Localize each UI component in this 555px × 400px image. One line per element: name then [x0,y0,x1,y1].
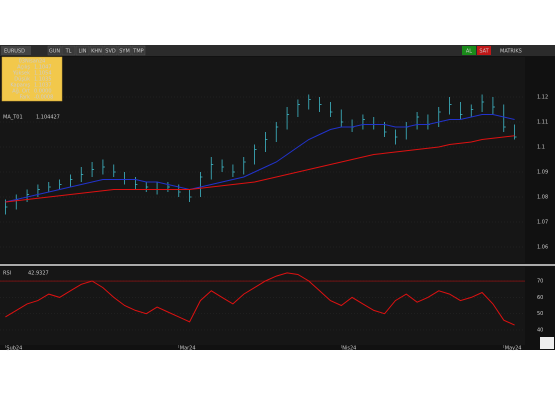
indicator-label: MA_T01 [3,115,23,121]
price-panel [0,57,525,263]
y-tick-label: 1.07 [537,220,548,226]
toolbar-button[interactable] [131,45,146,56]
indicator-label: RSI [3,271,11,277]
info-label: Kapanış [10,83,30,89]
symbol: EURUSD [4,49,25,55]
y-tick-label: 1.06 [537,245,548,251]
toolbar-button[interactable] [47,45,62,56]
y-tick-label: 40 [537,327,543,333]
toolbar [0,45,555,56]
toolbar-button[interactable] [75,45,90,56]
info-box [1,56,63,102]
y-tick-label: 50 [537,311,543,317]
toolbar-button-label: SYM [119,49,130,55]
brand: MATRIKS [500,49,522,55]
indicator-value: 1.104427 [36,115,60,121]
buy-label: AL [466,49,472,55]
info-value: 1.1054 [34,71,52,77]
toolbar-button-label: TMP [132,49,143,55]
symbol-box[interactable] [1,46,31,55]
sell-button[interactable] [477,46,491,55]
info-value: 1.1047 [34,65,52,71]
info-label: Fark [20,95,31,101]
toolbar-button[interactable] [61,45,76,56]
y-tick-label: 1.12 [537,95,548,101]
toolbar-button-label: LIN [78,49,86,55]
y-tick-label: 60 [537,295,543,301]
toolbar-button-label: GUN [49,49,61,55]
x-tick-label: May24 [505,346,522,352]
y-tick-label: 1.08 [537,195,548,201]
ma-line [5,272,515,326]
x-tick-label: Nis24 [342,346,356,352]
y-tick-label: 1.11 [537,120,548,126]
x-tick-label: Şub24 [6,346,22,352]
y-tick-label: 1.1 [537,145,545,151]
info-label: Düşük [14,77,30,83]
info-value: 1.1035 [34,77,52,83]
ma-line [5,135,515,203]
info-label: Ağ. Ort [12,88,30,95]
y-tick-label: 1.09 [537,170,548,176]
sell-label: SAT [479,49,489,55]
toolbar-button-label: SVD [105,49,116,55]
toolbar-button-label: TL [65,49,72,55]
info-value: -0.0008 [34,95,53,101]
toolbar-button[interactable] [103,45,118,56]
info-value: 1.1037 [34,83,52,89]
indicator-value: 42.9327 [28,271,49,277]
corner-button[interactable] [540,337,554,349]
toolbar-button[interactable] [89,45,104,56]
toolbar-button[interactable] [117,45,132,56]
info-title: 03Nisan24 [19,59,46,65]
info-label: Yüksek [12,71,30,77]
toolbar-button-label: KHN [91,49,102,55]
x-tick-label: Mar24 [180,346,196,352]
ma-line [5,114,515,203]
info-label: Açılış [17,65,30,71]
rsi-panel [0,267,525,345]
buy-button[interactable] [462,46,476,55]
y-tick-label: 70 [537,279,543,285]
info-value: 0.0000 [34,89,52,95]
